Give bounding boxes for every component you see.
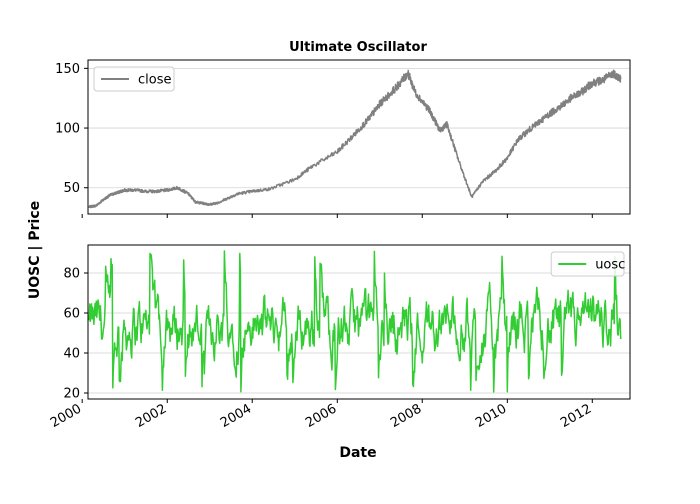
series-line-uosc bbox=[88, 250, 622, 393]
x-tick-label: 2000 bbox=[48, 401, 84, 431]
y-tick-label: 150 bbox=[55, 62, 80, 77]
oscillator-panel: uosc 20 40 60 80 bbox=[63, 244, 631, 402]
x-tick-label: 2012 bbox=[558, 401, 594, 431]
legend-label: close bbox=[138, 73, 171, 88]
legend-label: uosc bbox=[595, 258, 625, 273]
x-tick-label: 2010 bbox=[473, 401, 509, 431]
x-tick-label: 2004 bbox=[218, 401, 254, 431]
price-panel: close 50 100 150 bbox=[55, 59, 631, 215]
y-tick-label: 100 bbox=[55, 122, 80, 137]
x-tick-label: 2002 bbox=[133, 401, 169, 431]
y-tick-label: 80 bbox=[63, 267, 80, 282]
y-axis-label: UOSC | Price bbox=[27, 201, 43, 299]
x-axis-label: Date bbox=[339, 445, 376, 461]
y-tick-label: 40 bbox=[63, 347, 80, 362]
y-tick-label: 20 bbox=[63, 387, 80, 402]
x-tick-label: 2008 bbox=[388, 401, 424, 431]
axes-frame bbox=[87, 59, 631, 215]
legend-box bbox=[550, 251, 625, 277]
axes-frame bbox=[87, 244, 631, 400]
y-tick-label: 50 bbox=[63, 181, 80, 196]
series-line-close bbox=[88, 69, 622, 209]
legend-box bbox=[93, 66, 175, 92]
y-tick-label: 60 bbox=[63, 307, 80, 322]
x-tick-label: 2006 bbox=[303, 401, 339, 431]
chart-title: Ultimate Oscillator bbox=[289, 40, 427, 55]
